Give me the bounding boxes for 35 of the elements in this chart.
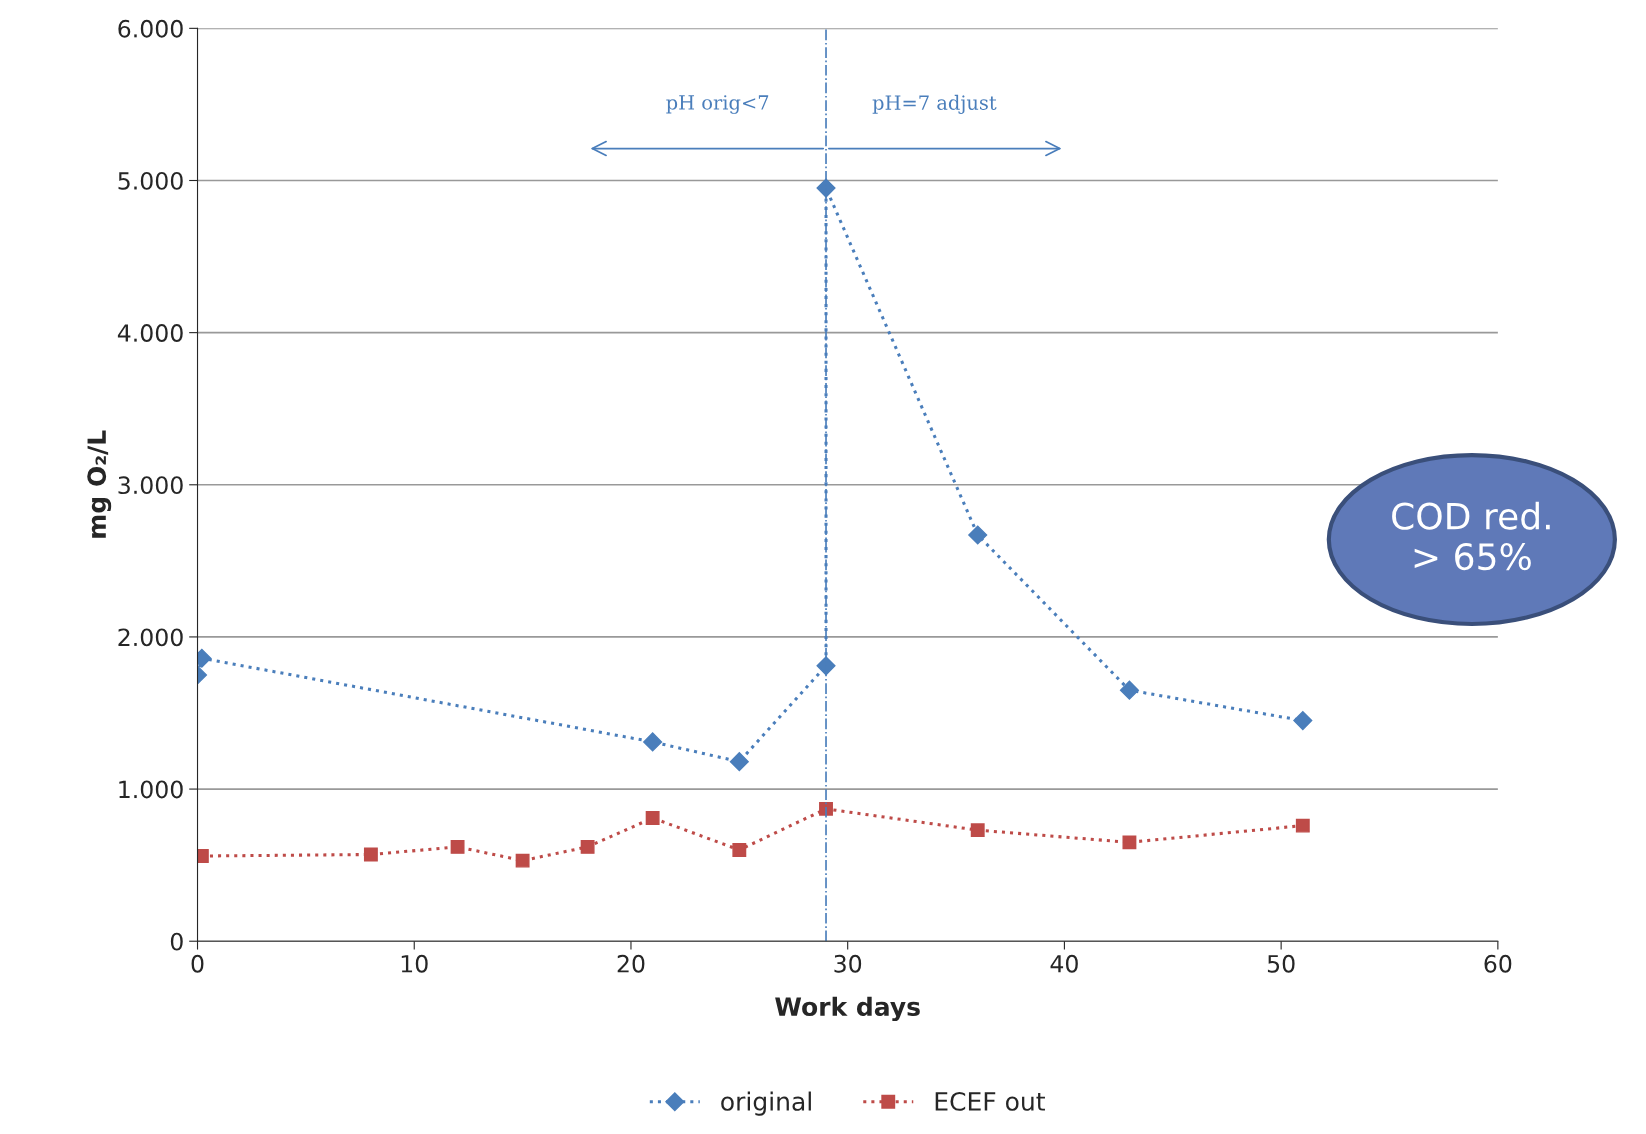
- annotation: pH=7 adjust: [872, 94, 997, 114]
- y-tick-label: 4.000: [117, 324, 183, 342]
- point: [970, 823, 985, 838]
- y-tick-label: 5.000: [118, 171, 183, 190]
- point: [729, 752, 749, 772]
- x-tick-label: 20: [617, 954, 645, 973]
- x-tick-label: 50: [1267, 954, 1295, 973]
- point: [1295, 818, 1310, 833]
- x-axis-title: Work days: [775, 996, 920, 1022]
- y-tick-label: 1.000: [119, 780, 183, 799]
- point: [580, 839, 595, 854]
- annotation: COD red. > 65%: [1392, 501, 1550, 571]
- point: [732, 842, 747, 857]
- legend-label: original: [721, 1091, 811, 1116]
- point: [1293, 711, 1313, 731]
- annotation: pH orig<7: [666, 95, 769, 114]
- point: [1119, 680, 1139, 700]
- y-tick-label: 2.000: [118, 628, 183, 647]
- point: [450, 839, 465, 854]
- x-tick-label: 60: [1484, 954, 1512, 973]
- legend-label: ECEF out: [935, 1091, 1045, 1111]
- x-tick-label: 40: [1050, 954, 1078, 973]
- y-tick-label: 3.000: [118, 476, 183, 495]
- x-tick-label: 30: [834, 954, 862, 973]
- point: [515, 853, 530, 868]
- point: [968, 525, 988, 545]
- point: [643, 732, 663, 752]
- y-tick-label: 0: [170, 932, 183, 951]
- point: [645, 811, 660, 825]
- point: [1122, 835, 1137, 850]
- x-tick-label: 0: [191, 954, 204, 973]
- x-tick-label: 10: [401, 954, 428, 973]
- point: [363, 847, 378, 862]
- y-axis-title: mg O₂/L: [87, 430, 112, 538]
- y-tick-label: 6.000: [118, 19, 183, 38]
